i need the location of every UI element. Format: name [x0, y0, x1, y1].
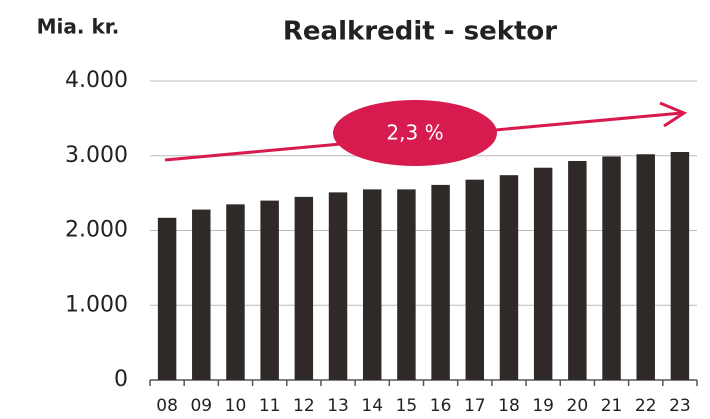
bar	[465, 179, 485, 380]
bar	[670, 152, 690, 380]
bar	[397, 189, 416, 380]
bar	[294, 196, 314, 380]
x-tick-label: 16	[430, 396, 452, 416]
bar	[192, 209, 211, 380]
bar	[602, 156, 621, 380]
annotation-bubble	[333, 100, 497, 166]
bar	[328, 192, 348, 380]
x-tick-label: 11	[259, 396, 281, 416]
bar	[260, 200, 279, 380]
x-tick-label: 22	[635, 396, 657, 416]
bar	[431, 184, 450, 380]
chart-title: Realkredit - sektor	[283, 17, 557, 47]
x-tick-label: 20	[567, 396, 589, 416]
bar	[499, 175, 519, 380]
x-tick-label: 23	[669, 396, 691, 416]
x-tick-label: 15	[396, 396, 418, 416]
bar	[533, 167, 553, 380]
plot-area: 0 1.000 2.000 3.000 4.000 08 09 10 11 12 13 14 15 16 1…	[65, 68, 698, 416]
x-tick-label: 10	[225, 396, 247, 416]
y-axis-label: Mia. kr.	[37, 15, 120, 39]
x-tick-label: 12	[293, 396, 315, 416]
y-tick-label: 2.000	[65, 218, 128, 243]
x-tick-label: 09	[190, 396, 212, 416]
x-tick-label: 18	[498, 396, 520, 416]
x-tick-label: 17	[464, 396, 486, 416]
y-tick-label: 1.000	[65, 292, 128, 317]
y-tick-label: 4.000	[65, 68, 128, 93]
bar	[226, 204, 245, 380]
x-tick-label: 21	[601, 396, 623, 416]
x-tick-label: 14	[361, 396, 383, 416]
bar	[157, 217, 177, 380]
y-tick-label: 0	[114, 367, 128, 392]
trend-annotation: 2,3 %	[164, 100, 688, 166]
arrow-head	[659, 101, 688, 128]
x-tick-label: 19	[532, 396, 554, 416]
bar	[568, 160, 587, 380]
annotation-text: 2,3 %	[386, 121, 443, 145]
x-tick-label: 13	[327, 396, 349, 416]
y-tick-label: 3.000	[65, 143, 128, 168]
x-tick-label: 08	[156, 396, 178, 416]
bar	[362, 189, 382, 380]
bar	[636, 154, 655, 380]
